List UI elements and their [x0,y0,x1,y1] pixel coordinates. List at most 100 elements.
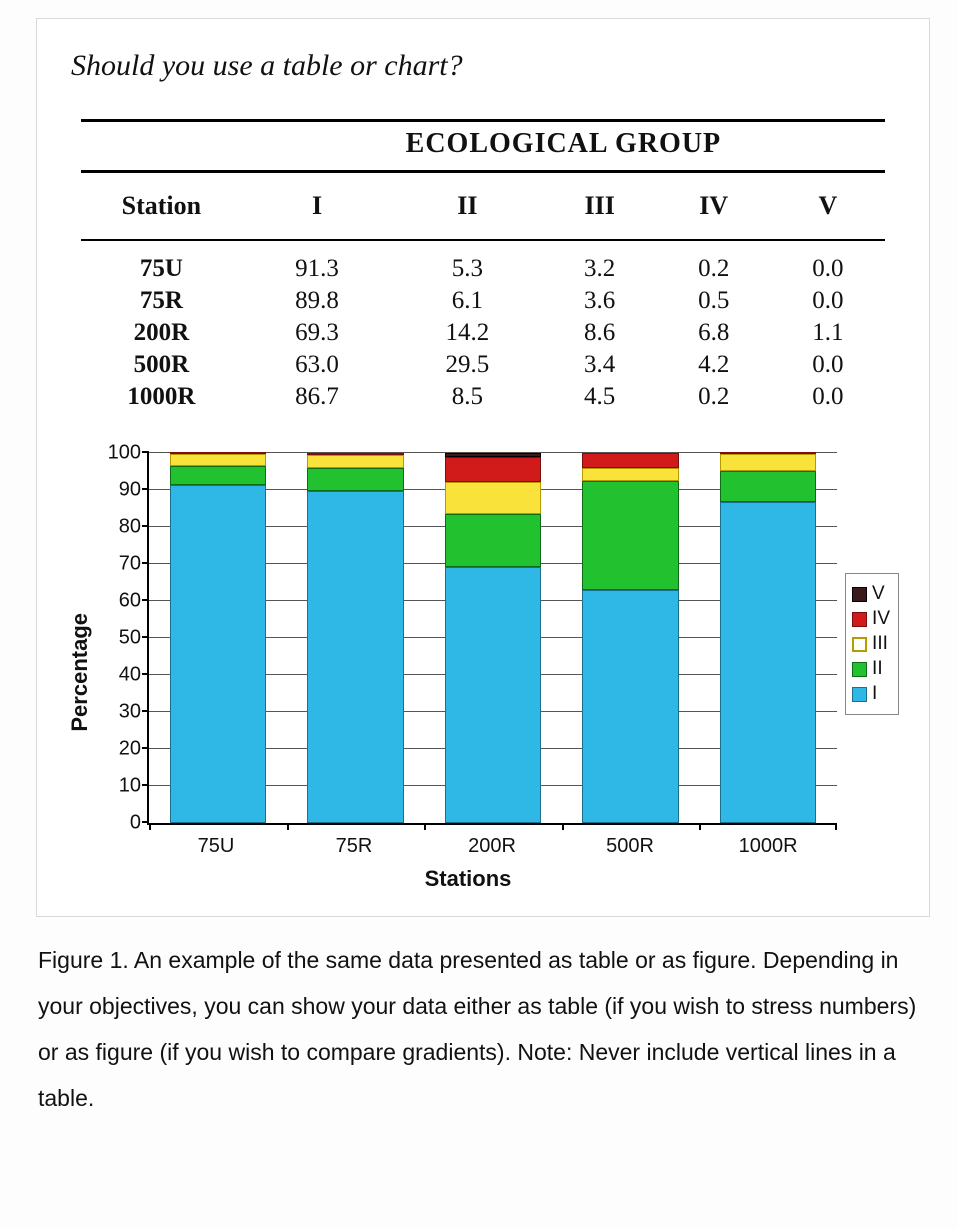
chart-y-axis: 0102030405060708090100 [99,453,147,823]
x-tick-label: 200R [423,835,561,858]
bar-segment-II [307,468,403,491]
bar-slot [424,453,562,823]
table-row: 75U91.35.33.20.20.0 [81,240,885,285]
row-station-label: 1000R [81,381,242,413]
y-tick-mark [142,562,149,564]
legend-item: I [852,683,890,705]
table-row: 75R89.86.13.60.50.0 [81,285,885,317]
legend-item: IV [852,608,890,630]
stacked-bar [445,453,541,823]
figure-panel: Should you use a table or chart? ECOLOGI… [36,18,930,917]
stacked-bar [720,452,816,823]
bar-slot [699,453,837,823]
legend-swatch [852,662,867,677]
chart-x-axis-title: Stations [99,866,837,892]
x-tick-mark [835,823,837,830]
y-tick-label: 0 [130,812,141,835]
page: Should you use a table or chart? ECOLOGI… [0,0,958,1151]
legend-swatch [852,587,867,602]
col-header-1: I [242,172,392,241]
x-tick-label: 75R [285,835,423,858]
bar-slot [287,453,425,823]
bar-segment-III [445,482,541,514]
bar-segment-I [170,485,266,823]
x-tick-mark [562,823,564,830]
legend-label: III [872,633,888,655]
y-tick-mark [142,451,149,453]
y-tick-mark [142,784,149,786]
page-title: Should you use a table or chart? [71,49,895,83]
figure-caption: Figure 1. An example of the same data pr… [38,937,928,1121]
table-cell: 6.8 [657,317,771,349]
x-tick-mark [149,823,151,830]
legend-swatch [852,637,867,652]
ecological-table: ECOLOGICAL GROUP Station I II III IV V 7… [81,119,885,413]
row-station-label: 200R [81,317,242,349]
stacked-bar-chart: Percentage 0102030405060708090100 75U75R… [67,453,899,892]
y-tick-mark [142,599,149,601]
stacked-bar [582,453,678,823]
col-header-4: IV [657,172,771,241]
table-header-row: Station I II III IV V [81,172,885,241]
chart-x-labels: 75U75R200R500R1000R [147,835,837,858]
stacked-bar [170,452,266,823]
legend-item: V [852,583,890,605]
row-station-label: 75R [81,285,242,317]
table-cell: 89.8 [242,285,392,317]
bar-slot [562,453,700,823]
table-row: 1000R86.78.54.50.20.0 [81,381,885,413]
stacked-bar [307,453,403,823]
chart-y-axis-title: Percentage [67,613,93,732]
table-cell: 29.5 [392,349,542,381]
table-group-title: ECOLOGICAL GROUP [242,121,885,172]
row-station-label: 500R [81,349,242,381]
col-header-2: II [392,172,542,241]
bar-segment-I [307,491,403,823]
table-cell: 8.6 [543,317,657,349]
table-row: 500R63.029.53.44.20.0 [81,349,885,381]
x-tick-label: 1000R [699,835,837,858]
table-cell: 5.3 [392,240,542,285]
bar-segment-III [720,454,816,471]
table-cell: 1.1 [771,317,885,349]
x-tick-mark [287,823,289,830]
bar-segment-II [582,481,678,590]
x-tick-label: 500R [561,835,699,858]
y-tick-label: 90 [119,479,141,502]
table-cell: 3.2 [543,240,657,285]
bar-segment-I [720,502,816,823]
x-tick-mark [424,823,426,830]
y-tick-mark [142,747,149,749]
y-tick-mark [142,710,149,712]
bar-slot [149,453,287,823]
row-station-label: 75U [81,240,242,285]
table-cell: 91.3 [242,240,392,285]
legend-item: III [852,633,890,655]
table-cell: 0.2 [657,240,771,285]
y-tick-label: 40 [119,664,141,687]
table-cell: 0.2 [657,381,771,413]
y-tick-mark [142,821,149,823]
table-cell: 4.2 [657,349,771,381]
legend-swatch [852,687,867,702]
table-cell: 3.6 [543,285,657,317]
x-tick-label: 75U [147,835,285,858]
bar-segment-I [445,567,541,823]
y-tick-label: 10 [119,775,141,798]
table-cell: 0.0 [771,240,885,285]
col-header-3: III [543,172,657,241]
table-cell: 63.0 [242,349,392,381]
col-header-5: V [771,172,885,241]
chart-plot-area [147,453,837,825]
bar-segment-IV [582,453,678,469]
x-tick-mark [699,823,701,830]
y-tick-label: 80 [119,516,141,539]
table-cell: 4.5 [543,381,657,413]
y-tick-label: 20 [119,738,141,761]
y-tick-mark [142,488,149,490]
bar-segment-IV [445,457,541,482]
table-cell: 86.7 [242,381,392,413]
bar-segment-II [170,466,266,486]
bar-segment-II [720,471,816,502]
table-cell: 8.5 [392,381,542,413]
